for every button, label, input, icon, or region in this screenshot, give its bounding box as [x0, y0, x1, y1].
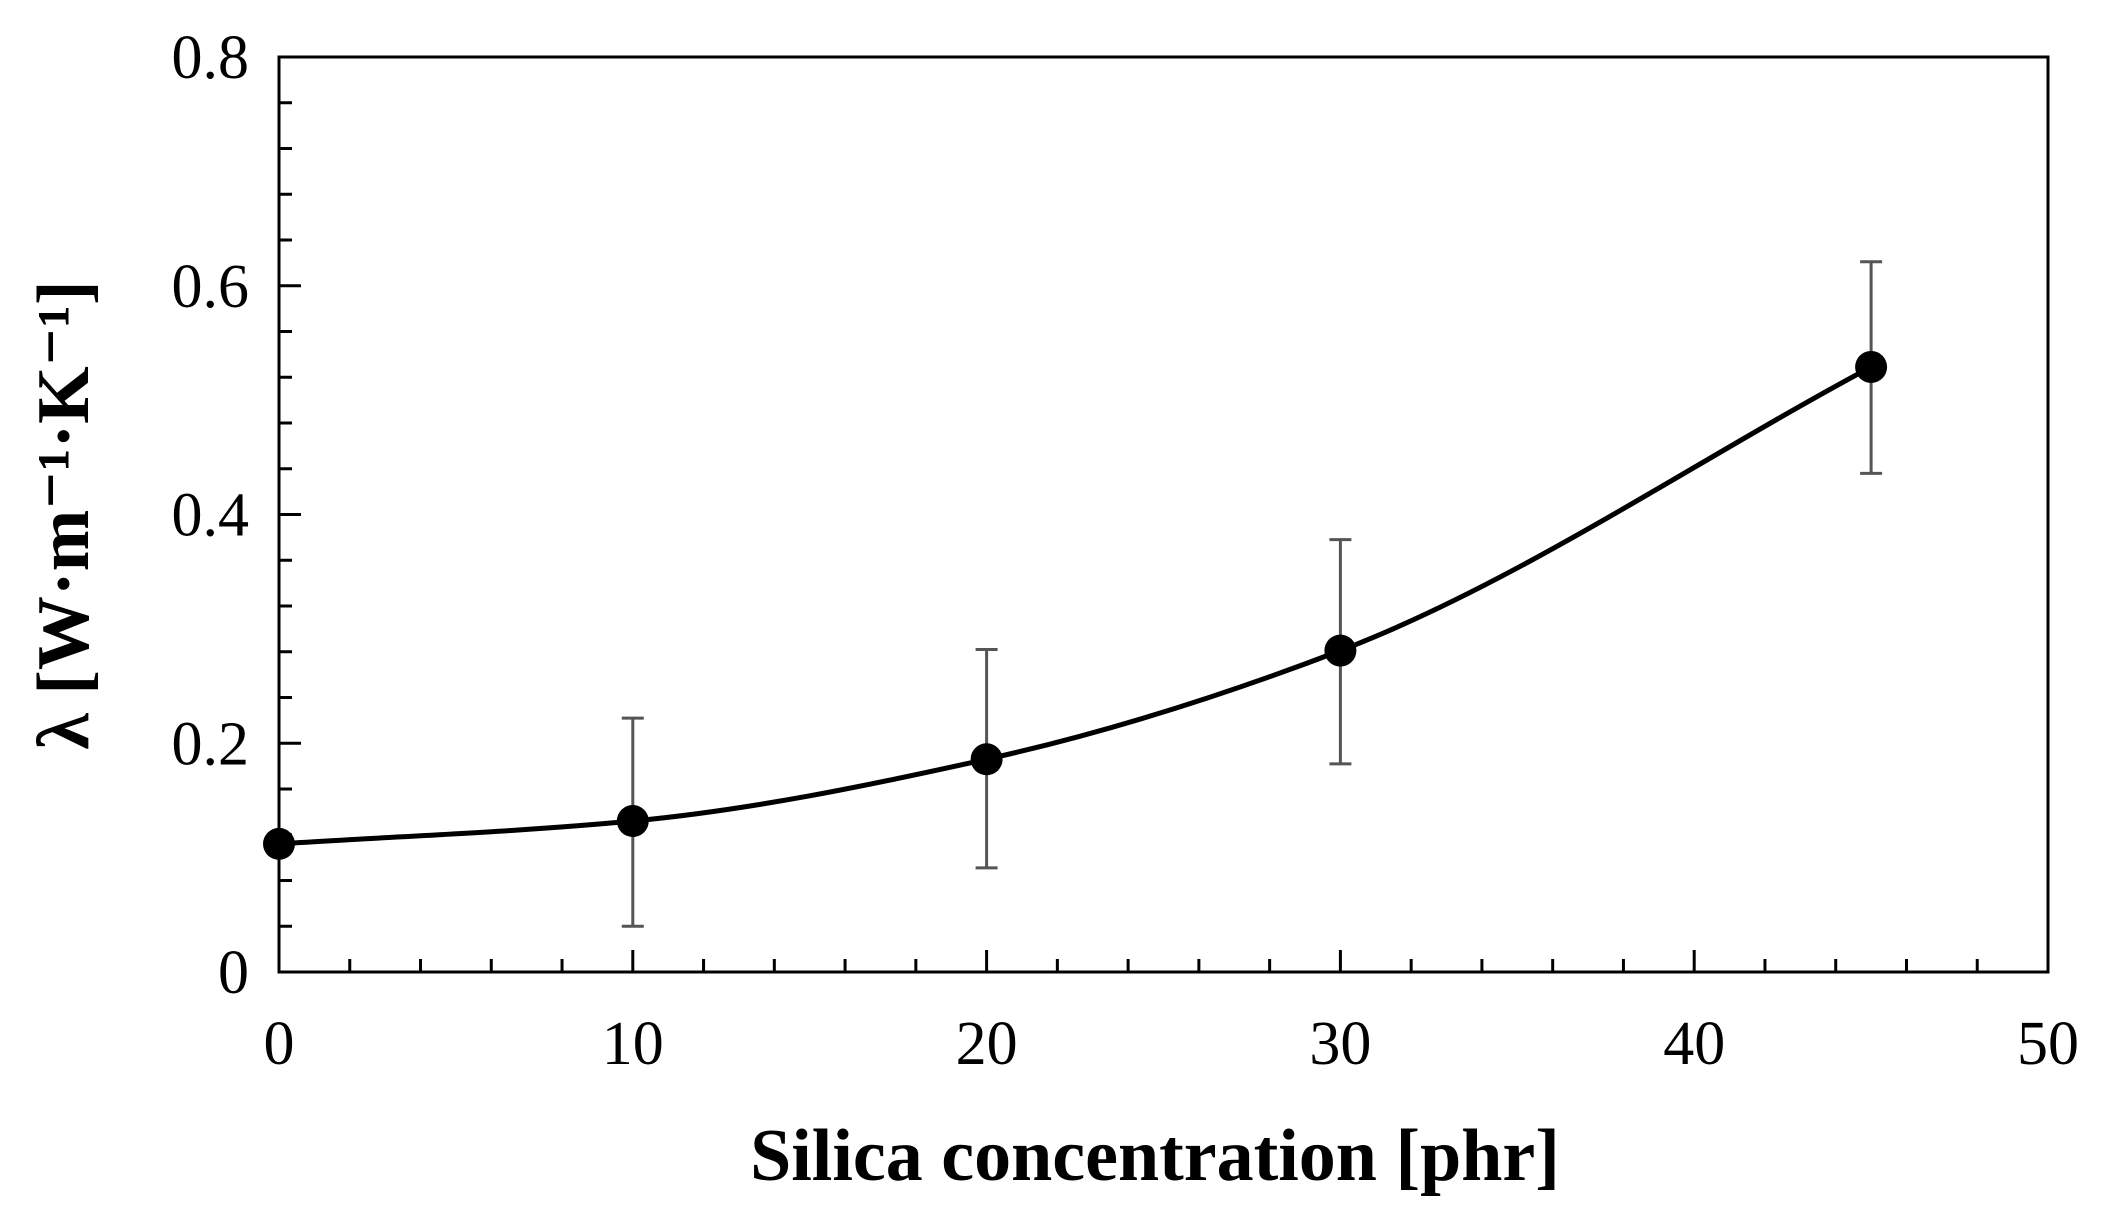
data-point [970, 743, 1003, 776]
data-point [263, 827, 295, 860]
data-point [1855, 350, 1888, 383]
data-point [1324, 634, 1357, 667]
x-axis-title: Silica concentration [phr] [750, 1115, 1560, 1197]
x-tick-label: 10 [602, 1010, 664, 1078]
y-tick-label: 0.8 [172, 24, 250, 92]
x-tick-label: 0 [264, 1010, 295, 1078]
plot-frame [277, 55, 2050, 974]
series-line-group [278, 364, 1873, 847]
data-point [616, 805, 649, 838]
data-markers [263, 350, 1888, 860]
x-tick-label: 40 [1663, 1010, 1725, 1078]
x-tick-label: 50 [2017, 1010, 2079, 1078]
y-tick-label: 0.2 [172, 710, 250, 778]
error-bars [621, 260, 1883, 928]
y-tick-label: 0 [218, 939, 249, 1007]
plot-border [277, 55, 2050, 974]
x-axis-ticks: 0 10 20 30 40 50 [264, 950, 2079, 1078]
x-tick-label: 20 [956, 1010, 1018, 1078]
y-tick-label: 0.4 [172, 482, 250, 550]
x-tick-label: 30 [1309, 1010, 1371, 1078]
series-line [278, 364, 1873, 847]
y-axis-ticks: 0 0.2 0.4 0.6 0.8 [172, 24, 301, 1007]
y-axis-title: λ [W·m⁻¹·K⁻¹] [23, 280, 105, 749]
y-tick-label: 0.6 [172, 253, 250, 321]
